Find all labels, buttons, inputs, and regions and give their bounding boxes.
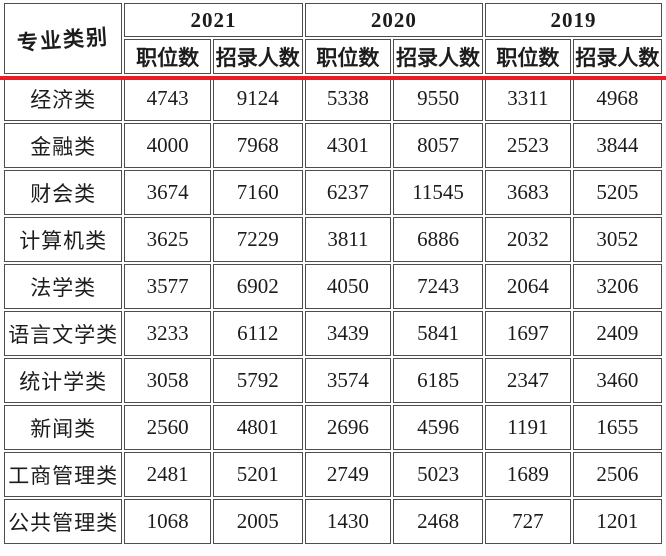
- value-cell: 6886: [393, 217, 483, 262]
- header-subcol-row: 职位数 招录人数 职位数 招录人数 职位数 招录人数: [4, 39, 662, 74]
- table-row: 语言文学类 3233 6112 3439 5841 1697 2409: [4, 311, 662, 356]
- recruitment-table: 专业类别 2021 2020 2019 职位数 招录人数 职位数 招录人数 职位…: [2, 1, 664, 546]
- value-cell: 3058: [124, 358, 211, 403]
- value-cell: 5201: [212, 452, 303, 497]
- table-row: 财会类 3674 7160 6237 11545 3683 5205: [4, 170, 662, 215]
- value-cell: 3460: [572, 358, 662, 403]
- value-cell: 727: [484, 499, 571, 544]
- value-cell: 3625: [124, 217, 211, 262]
- table-header: 专业类别 2021 2020 2019 职位数 招录人数 职位数 招录人数 职位…: [4, 3, 662, 74]
- header-year-row: 专业类别 2021 2020 2019: [4, 3, 662, 74]
- value-cell: 2523: [484, 123, 571, 168]
- value-cell: 6902: [212, 264, 303, 309]
- table-row: 计算机类 3625 7229 3811 6886 2032 3052: [4, 217, 662, 262]
- value-cell: 3844: [572, 123, 662, 168]
- value-cell: 2560: [124, 405, 211, 450]
- value-cell: 2005: [212, 499, 303, 544]
- value-cell: 4596: [393, 405, 483, 450]
- table-row: 工商管理类 2481 5201 2749 5023 1689 2506: [4, 452, 662, 497]
- table-row: 经济类 4743 9124 5338 9550 3311 4968: [4, 76, 662, 121]
- value-cell: 11545: [393, 170, 483, 215]
- category-cell: 工商管理类: [4, 452, 123, 497]
- value-cell: 2506: [572, 452, 662, 497]
- value-cell: 1655: [572, 405, 662, 450]
- category-cell: 经济类: [4, 76, 123, 121]
- value-cell: 3052: [572, 217, 662, 262]
- value-cell: 6237: [304, 170, 392, 215]
- value-cell: 3206: [572, 264, 662, 309]
- value-cell: 6185: [393, 358, 483, 403]
- value-cell: 5023: [393, 452, 483, 497]
- value-cell: 2409: [572, 311, 662, 356]
- category-cell: 公共管理类: [4, 499, 123, 544]
- category-header-cell: 专业类别: [4, 3, 123, 74]
- value-cell: 3674: [124, 170, 211, 215]
- value-cell: 3577: [124, 264, 211, 309]
- category-cell: 统计学类: [4, 358, 123, 403]
- value-cell: 2481: [124, 452, 211, 497]
- year-header-2020: 2020: [304, 3, 483, 37]
- value-cell: 4743: [124, 76, 211, 121]
- category-header-label: 专业类别: [16, 24, 110, 55]
- category-cell: 语言文学类: [4, 311, 123, 356]
- value-cell: 6112: [212, 311, 303, 356]
- category-cell: 计算机类: [4, 217, 123, 262]
- red-divider-line: [0, 76, 666, 80]
- value-cell: 1191: [484, 405, 571, 450]
- value-cell: 5841: [393, 311, 483, 356]
- value-cell: 1697: [484, 311, 571, 356]
- subcol-positions-2019: 职位数: [484, 39, 571, 74]
- value-cell: 9550: [393, 76, 483, 121]
- subcol-positions-2020: 职位数: [304, 39, 392, 74]
- subcol-recruits-2019: 招录人数: [572, 39, 662, 74]
- value-cell: 7229: [212, 217, 303, 262]
- value-cell: 3683: [484, 170, 571, 215]
- subcol-positions-2021: 职位数: [124, 39, 211, 74]
- value-cell: 2347: [484, 358, 571, 403]
- category-cell: 法学类: [4, 264, 123, 309]
- value-cell: 4000: [124, 123, 211, 168]
- value-cell: 7243: [393, 264, 483, 309]
- value-cell: 1068: [124, 499, 211, 544]
- value-cell: 5205: [572, 170, 662, 215]
- table-row: 新闻类 2560 4801 2696 4596 1191 1655: [4, 405, 662, 450]
- value-cell: 4968: [572, 76, 662, 121]
- category-cell: 财会类: [4, 170, 123, 215]
- value-cell: 8057: [393, 123, 483, 168]
- value-cell: 1201: [572, 499, 662, 544]
- table-row: 公共管理类 1068 2005 1430 2468 727 1201: [4, 499, 662, 544]
- value-cell: 1430: [304, 499, 392, 544]
- year-header-2021: 2021: [124, 3, 303, 37]
- subcol-recruits-2021: 招录人数: [212, 39, 303, 74]
- value-cell: 4801: [212, 405, 303, 450]
- value-cell: 1689: [484, 452, 571, 497]
- value-cell: 3233: [124, 311, 211, 356]
- value-cell: 3311: [484, 76, 571, 121]
- category-cell: 新闻类: [4, 405, 123, 450]
- table-body: 经济类 4743 9124 5338 9550 3311 4968 金融类 4000 7968 43…: [4, 76, 662, 544]
- value-cell: 5792: [212, 358, 303, 403]
- value-cell: 5338: [304, 76, 392, 121]
- value-cell: 3439: [304, 311, 392, 356]
- value-cell: 2064: [484, 264, 571, 309]
- value-cell: 7160: [212, 170, 303, 215]
- value-cell: 3811: [304, 217, 392, 262]
- value-cell: 4301: [304, 123, 392, 168]
- subcol-recruits-2020: 招录人数: [393, 39, 483, 74]
- value-cell: 4050: [304, 264, 392, 309]
- value-cell: 3574: [304, 358, 392, 403]
- value-cell: 2468: [393, 499, 483, 544]
- table-row: 统计学类 3058 5792 3574 6185 2347 3460: [4, 358, 662, 403]
- value-cell: 2749: [304, 452, 392, 497]
- value-cell: 9124: [212, 76, 303, 121]
- table-row: 金融类 4000 7968 4301 8057 2523 3844: [4, 123, 662, 168]
- category-cell: 金融类: [4, 123, 123, 168]
- table-row: 法学类 3577 6902 4050 7243 2064 3206: [4, 264, 662, 309]
- value-cell: 7968: [212, 123, 303, 168]
- value-cell: 2696: [304, 405, 392, 450]
- value-cell: 2032: [484, 217, 571, 262]
- year-header-2019: 2019: [484, 3, 662, 37]
